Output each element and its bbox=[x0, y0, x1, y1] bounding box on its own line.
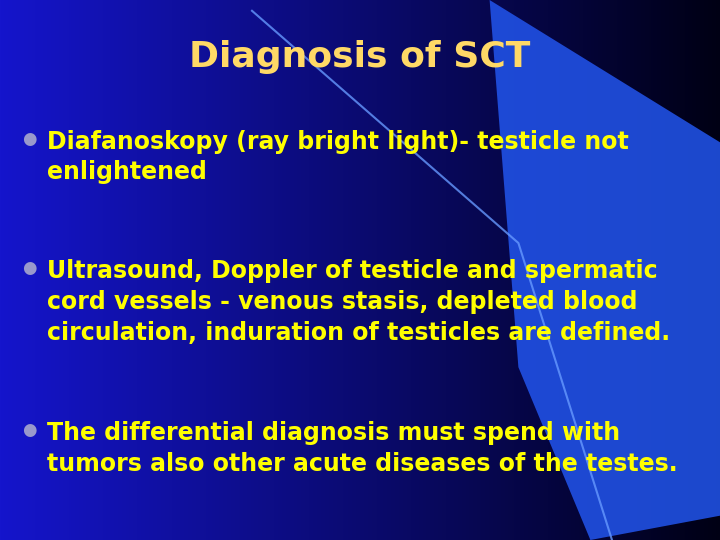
Text: Ultrasound, Doppler of testicle and spermatic
cord vessels - venous stasis, depl: Ultrasound, Doppler of testicle and sper… bbox=[47, 259, 670, 345]
Text: ●: ● bbox=[22, 421, 36, 439]
Text: Diafanoskopy (ray bright light)- testicle not
enlightened: Diafanoskopy (ray bright light)- testicl… bbox=[47, 130, 629, 184]
Text: Diagnosis of SCT: Diagnosis of SCT bbox=[189, 40, 531, 73]
Text: ●: ● bbox=[22, 259, 36, 277]
Text: ●: ● bbox=[22, 130, 36, 147]
Text: The differential diagnosis must spend with
tumors also other acute diseases of t: The differential diagnosis must spend wi… bbox=[47, 421, 678, 476]
Polygon shape bbox=[490, 0, 720, 540]
